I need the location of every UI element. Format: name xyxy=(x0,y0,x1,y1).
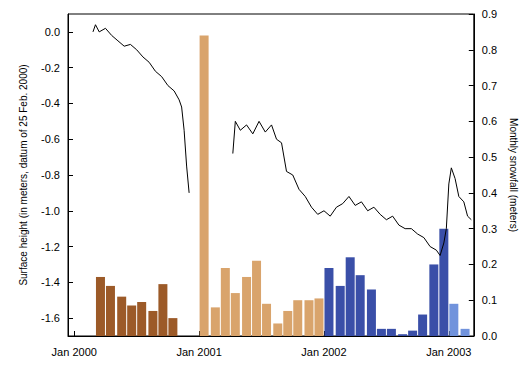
svg-text:-1.6: -1.6 xyxy=(41,312,60,324)
svg-text:0.2: 0.2 xyxy=(482,258,497,270)
svg-text:-0.6: -0.6 xyxy=(41,133,60,145)
svg-text:-0.4: -0.4 xyxy=(41,97,60,109)
svg-text:Jan 2002: Jan 2002 xyxy=(301,346,346,358)
svg-text:0.0: 0.0 xyxy=(482,330,497,342)
svg-text:Jan 2001: Jan 2001 xyxy=(176,346,221,358)
svg-text:Jan 2000: Jan 2000 xyxy=(52,346,97,358)
svg-text:-1.2: -1.2 xyxy=(41,241,60,253)
svg-text:0.8: 0.8 xyxy=(482,44,497,56)
svg-text:-1.0: -1.0 xyxy=(41,205,60,217)
svg-text:-1.4: -1.4 xyxy=(41,276,60,288)
svg-text:0.0: 0.0 xyxy=(45,26,60,38)
svg-text:0.5: 0.5 xyxy=(482,151,497,163)
svg-text:0.7: 0.7 xyxy=(482,80,497,92)
svg-text:0.9: 0.9 xyxy=(482,8,497,20)
svg-text:Jan 2003: Jan 2003 xyxy=(426,346,471,358)
svg-text:0.1: 0.1 xyxy=(482,294,497,306)
svg-text:0.3: 0.3 xyxy=(482,223,497,235)
svg-text:0.6: 0.6 xyxy=(482,115,497,127)
svg-text:Monthly snowfall (meters): Monthly snowfall (meters) xyxy=(508,118,519,232)
svg-text:-0.2: -0.2 xyxy=(41,62,60,74)
svg-text:-0.8: -0.8 xyxy=(41,169,60,181)
svg-text:Surface height (in meters, dat: Surface height (in meters, datum of 25 F… xyxy=(18,64,29,285)
svg-text:0.4: 0.4 xyxy=(482,187,497,199)
